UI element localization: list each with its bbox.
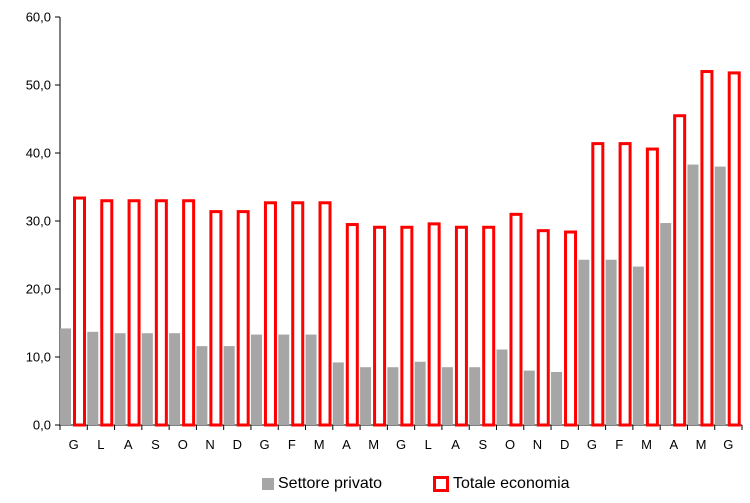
x-tick-label: F xyxy=(288,437,296,452)
bar-totale-economia xyxy=(482,225,496,427)
bar-totale-economia xyxy=(427,222,441,427)
y-tick-label: 20,0 xyxy=(26,282,51,297)
bar-settore-privato xyxy=(332,362,344,425)
bar-totale-economia xyxy=(536,229,550,427)
bar-settore-privato xyxy=(632,266,644,425)
x-tick-label: A xyxy=(124,437,133,452)
y-tick-label: 30,0 xyxy=(26,214,51,229)
bar-totale-economia xyxy=(400,225,414,427)
x-tick-label: F xyxy=(615,437,623,452)
bar-settore-privato xyxy=(60,328,71,425)
bar-totale-economia xyxy=(454,225,468,427)
x-tick-label: A xyxy=(451,437,460,452)
x-tick-label: S xyxy=(151,437,160,452)
bar-totale-economia xyxy=(509,212,523,427)
x-tick-label: O xyxy=(178,437,188,452)
bar-settore-privato xyxy=(687,164,699,425)
y-tick-label: 0,0 xyxy=(33,418,51,433)
bar-settore-privato xyxy=(196,346,208,425)
x-tick-label: A xyxy=(669,437,678,452)
bar-settore-privato xyxy=(250,334,262,425)
legend-swatch-settore-privato xyxy=(262,478,274,490)
x-tick-label: L xyxy=(97,437,104,452)
bar-settore-privato xyxy=(578,259,590,425)
bar-settore-privato xyxy=(660,223,672,425)
bar-settore-privato xyxy=(551,371,563,425)
bar-totale-economia xyxy=(345,223,359,427)
bar-settore-privato xyxy=(141,333,153,425)
x-tick-label: M xyxy=(314,437,325,452)
bar-settore-privato xyxy=(114,333,126,425)
x-tick-label: D xyxy=(233,437,242,452)
y-tick-label: 10,0 xyxy=(26,350,51,365)
bar-totale-economia xyxy=(591,142,605,427)
legend-label-settore-privato: Settore privato xyxy=(278,475,383,492)
bar-totale-economia xyxy=(645,147,659,427)
bar-totale-economia xyxy=(154,199,168,427)
bar-totale-economia xyxy=(673,114,687,427)
bar-settore-privato xyxy=(223,346,235,425)
bar-settore-privato xyxy=(496,349,508,425)
bar-totale-economia xyxy=(263,201,277,427)
x-tick-label: G xyxy=(587,437,597,452)
bar-totale-economia xyxy=(727,71,741,427)
x-tick-label: D xyxy=(560,437,569,452)
x-tick-label: S xyxy=(479,437,488,452)
bar-totale-economia xyxy=(700,70,714,427)
bar-settore-privato xyxy=(469,367,481,425)
bar-totale-economia xyxy=(291,201,305,427)
bar-settore-privato xyxy=(360,367,372,425)
bar-settore-privato xyxy=(278,334,290,425)
bar-totale-economia xyxy=(564,230,578,427)
bar-totale-economia xyxy=(373,225,387,427)
bar-settore-privato xyxy=(523,370,535,425)
legend: Settore privato Totale economia xyxy=(0,472,750,496)
legend-swatch-totale-economia xyxy=(433,476,449,492)
legend-item-totale-economia: Totale economia xyxy=(433,472,570,496)
x-tick-label: N xyxy=(533,437,542,452)
y-tick-label: 40,0 xyxy=(26,146,51,161)
y-tick-label: 50,0 xyxy=(26,78,51,93)
x-tick-label: G xyxy=(260,437,270,452)
bar-totale-economia xyxy=(236,210,250,427)
x-tick-label: G xyxy=(396,437,406,452)
bar-settore-privato xyxy=(305,334,317,425)
x-tick-label: M xyxy=(641,437,652,452)
bar-totale-economia xyxy=(73,196,86,427)
bar-settore-privato xyxy=(169,333,181,425)
bar-settore-privato xyxy=(87,331,99,425)
bar-settore-privato xyxy=(414,361,426,425)
bar-totale-economia xyxy=(618,142,632,427)
bar-settore-privato xyxy=(605,259,617,425)
x-tick-label: M xyxy=(368,437,379,452)
x-tick-label: G xyxy=(69,437,79,452)
bar-totale-economia xyxy=(127,199,141,427)
x-tick-label: M xyxy=(696,437,707,452)
x-tick-label: A xyxy=(342,437,351,452)
bar-totale-economia xyxy=(209,210,223,427)
bar-totale-economia xyxy=(100,199,114,427)
bar-settore-privato xyxy=(441,367,453,425)
x-tick-label: O xyxy=(505,437,515,452)
legend-item-settore-privato: Settore privato xyxy=(262,472,382,496)
y-tick-label: 60,0 xyxy=(26,10,51,25)
bar-settore-privato xyxy=(714,166,726,425)
bar-settore-privato xyxy=(387,367,399,425)
x-tick-label: L xyxy=(425,437,432,452)
x-tick-label: N xyxy=(205,437,214,452)
legend-label-totale-economia: Totale economia xyxy=(453,475,570,492)
bar-totale-economia xyxy=(318,201,332,427)
bar-totale-economia xyxy=(182,199,196,427)
x-tick-label: G xyxy=(723,437,733,452)
